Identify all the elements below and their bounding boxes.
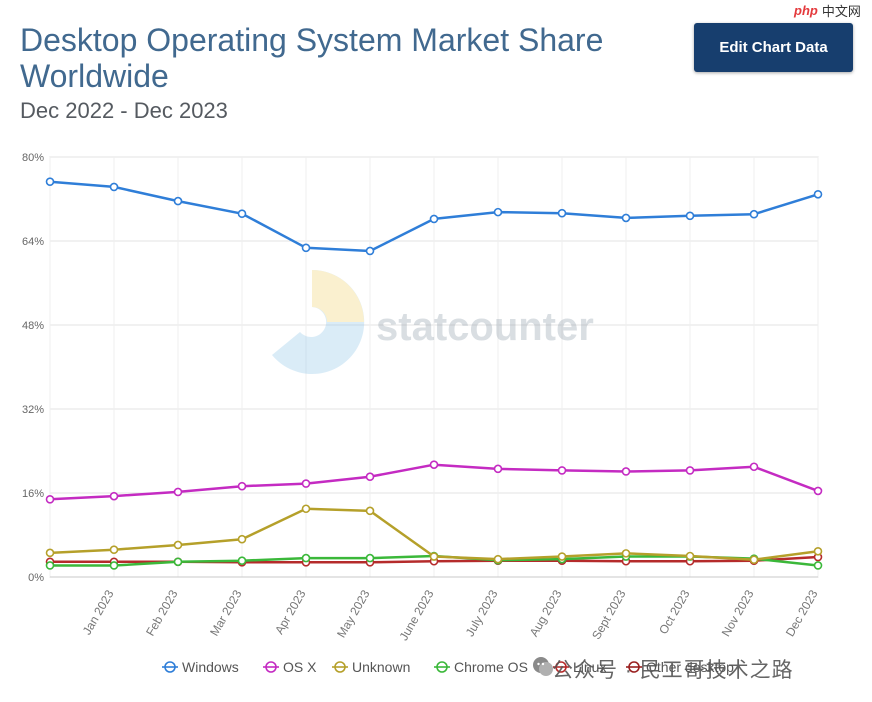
data-point bbox=[45, 177, 55, 186]
data-point bbox=[493, 464, 503, 474]
x-tick-label: June 2023 bbox=[396, 587, 436, 643]
data-point bbox=[365, 472, 375, 482]
x-tick-label: May 2023 bbox=[334, 587, 373, 640]
x-tick-label: Mar 2023 bbox=[207, 587, 245, 638]
php-logo-icon: php bbox=[794, 2, 818, 18]
data-point bbox=[557, 208, 567, 218]
page-title: Desktop Operating System Market Share Wo… bbox=[20, 22, 604, 94]
y-tick-label: 32% bbox=[22, 404, 44, 416]
data-point bbox=[301, 479, 311, 488]
data-point bbox=[557, 552, 567, 561]
chart-header: Desktop Operating System Market Share Wo… bbox=[20, 22, 670, 124]
data-point bbox=[237, 481, 247, 491]
data-point bbox=[109, 182, 119, 192]
account-overlay-text: 公众号 · 民工哥技术之路 bbox=[552, 659, 794, 682]
data-point bbox=[685, 466, 695, 475]
data-point bbox=[109, 545, 119, 555]
y-tick-label: 48% bbox=[22, 320, 44, 332]
site-badge-label: 中文网 bbox=[821, 3, 861, 19]
data-point bbox=[45, 494, 55, 504]
data-point bbox=[621, 213, 631, 223]
data-point bbox=[173, 487, 183, 497]
data-point bbox=[365, 246, 375, 256]
x-tick-label: Oct 2023 bbox=[656, 587, 693, 636]
chart-legend: Windows OS X Unknown Chrome OS Linux Other de… bbox=[162, 659, 734, 675]
data-point bbox=[237, 556, 247, 566]
data-point bbox=[493, 554, 503, 564]
data-point bbox=[237, 534, 247, 544]
data-point bbox=[365, 553, 375, 563]
data-point bbox=[429, 214, 439, 224]
statcounter-wordmark: statcounter bbox=[376, 305, 594, 349]
legend-label: OS X bbox=[283, 659, 317, 675]
data-point bbox=[557, 466, 567, 475]
data-point bbox=[813, 189, 823, 199]
data-point bbox=[749, 555, 759, 564]
y-tick-label: 80% bbox=[22, 152, 44, 164]
x-tick-label: Aug 2023 bbox=[527, 587, 565, 639]
data-point bbox=[813, 561, 823, 570]
legend-label: Other desktop bbox=[646, 659, 734, 675]
data-point bbox=[109, 561, 119, 570]
data-point bbox=[237, 209, 247, 218]
data-point bbox=[429, 552, 439, 561]
data-point bbox=[173, 557, 183, 567]
data-point bbox=[301, 243, 311, 253]
data-point bbox=[173, 196, 183, 206]
y-tick-label: 0% bbox=[28, 572, 44, 584]
x-tick-label: Nov 2023 bbox=[719, 587, 757, 639]
data-point bbox=[429, 460, 439, 469]
statcounter-logo-icon bbox=[272, 269, 365, 374]
y-tick-label: 64% bbox=[22, 236, 44, 248]
x-tick-label: Feb 2023 bbox=[143, 587, 181, 638]
legend-label: Chrome OS bbox=[454, 659, 528, 675]
x-tick-label: Dec 2023 bbox=[783, 587, 821, 639]
edit-chart-data-button[interactable]: Edit Chart Data bbox=[694, 23, 853, 72]
data-point bbox=[109, 491, 119, 501]
x-tick-label: July 2023 bbox=[463, 587, 501, 639]
date-range-subtitle: Dec 2022 - Dec 2023 bbox=[20, 98, 228, 123]
y-tick-label: 16% bbox=[22, 488, 44, 500]
data-point bbox=[45, 548, 55, 558]
legend-label: Linux bbox=[573, 659, 606, 675]
x-tick-label: Jan 2023 bbox=[80, 587, 117, 637]
site-badge[interactable]: php 中文网 bbox=[788, 0, 867, 20]
data-point bbox=[621, 549, 631, 558]
data-point bbox=[365, 506, 375, 516]
legend-label: Unknown bbox=[352, 659, 410, 675]
data-point bbox=[749, 462, 759, 472]
wechat-icon bbox=[533, 657, 553, 676]
data-point bbox=[301, 504, 311, 514]
data-point bbox=[685, 551, 695, 561]
data-point bbox=[493, 207, 503, 217]
data-point bbox=[301, 553, 311, 563]
data-point bbox=[173, 540, 183, 550]
data-point bbox=[813, 486, 823, 496]
x-tick-label: Sept 2023 bbox=[589, 587, 629, 642]
data-point bbox=[621, 467, 631, 476]
data-point bbox=[749, 209, 759, 219]
statcounter-logo-accent bbox=[312, 270, 364, 322]
data-point bbox=[813, 546, 823, 556]
statcounter-watermark: statcounter bbox=[272, 269, 594, 374]
legend-label: Windows bbox=[182, 659, 239, 675]
x-tick-label: Apr 2023 bbox=[272, 587, 309, 636]
data-point bbox=[685, 211, 695, 221]
data-point bbox=[45, 561, 55, 570]
